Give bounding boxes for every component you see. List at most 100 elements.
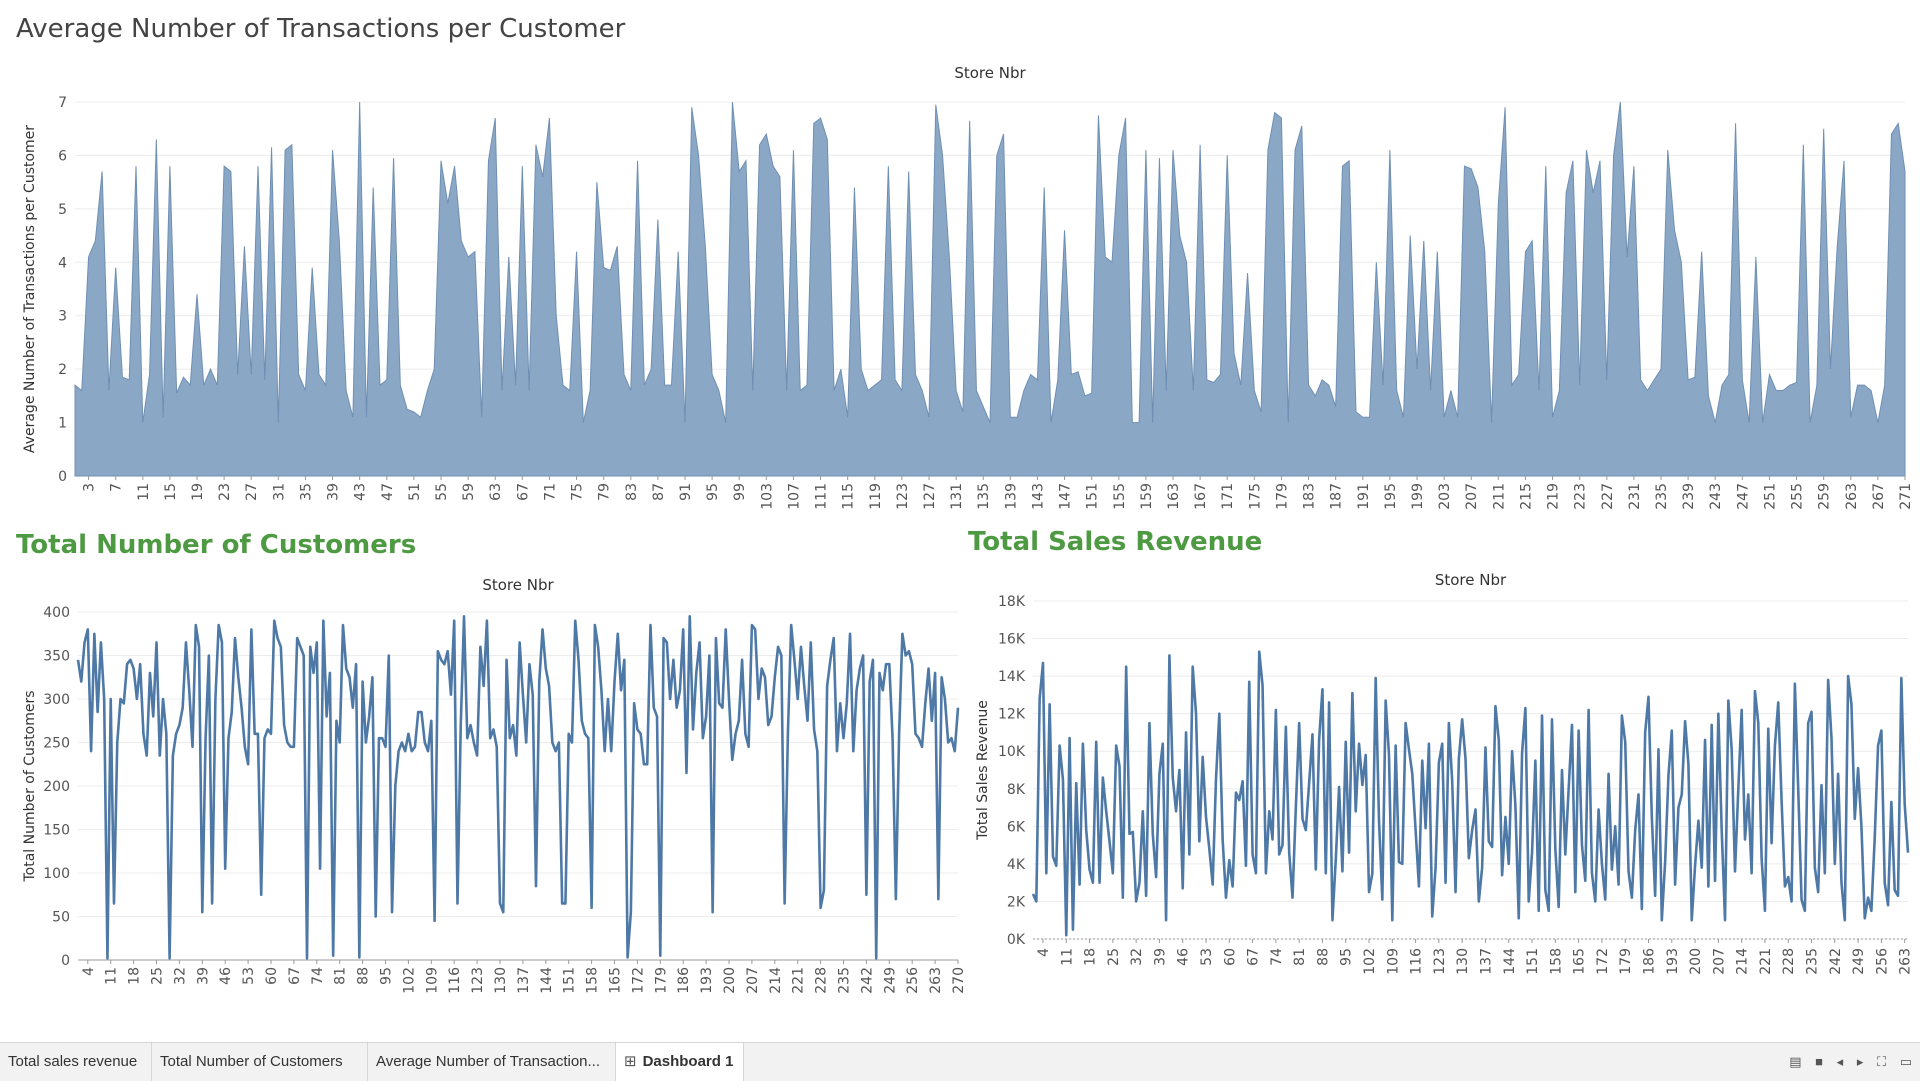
x-tick-label: 139 xyxy=(1003,483,1019,510)
x-tick-label: 130 xyxy=(493,967,509,994)
x-tick-label: 32 xyxy=(1129,948,1145,966)
x-tick-label: 32 xyxy=(172,967,188,985)
x-tick-label: 11 xyxy=(136,483,152,501)
x-tick-label: 27 xyxy=(244,483,260,501)
x-tick-label: 207 xyxy=(745,967,761,994)
x-tick-label: 263 xyxy=(928,967,944,994)
x-tick-label: 53 xyxy=(1199,948,1215,966)
x-tick-label: 151 xyxy=(1525,948,1541,975)
x-tick-label: 74 xyxy=(310,967,326,985)
x-tick-label: 235 xyxy=(1654,483,1670,510)
x-tick-label: 231 xyxy=(1627,483,1643,510)
x-tick-label: 25 xyxy=(1106,948,1122,966)
x-tick-label: 39 xyxy=(195,967,211,985)
x-tick-label: 59 xyxy=(461,483,477,501)
y-axis-label: Total Number of Customers xyxy=(22,690,38,882)
x-tick-label: 203 xyxy=(1437,483,1453,510)
y-tick-label: 3 xyxy=(58,309,67,325)
x-tick-label: 39 xyxy=(326,483,342,501)
x-tick-label: 137 xyxy=(1478,948,1494,975)
y-tick-label: 16K xyxy=(998,632,1026,648)
chart-title-revenue: Total Sales Revenue xyxy=(968,527,1263,557)
tab-total-sales-revenue[interactable]: Total sales revenue xyxy=(0,1043,152,1081)
x-tick-label: 83 xyxy=(624,483,640,501)
sheet-tab-bar: Total sales revenue Total Number of Cust… xyxy=(0,1042,1920,1081)
x-tick-label: 109 xyxy=(424,967,440,994)
x-tick-label: 167 xyxy=(1193,483,1209,510)
y-tick-label: 14K xyxy=(998,669,1026,685)
x-tick-label: 255 xyxy=(1790,483,1806,510)
column-header: Store Nbr xyxy=(1435,571,1507,589)
y-tick-label: 50 xyxy=(52,910,70,926)
tab-label: Total sales revenue xyxy=(8,1053,138,1070)
x-tick-label: 130 xyxy=(1455,948,1471,975)
y-tick-label: 150 xyxy=(43,823,70,839)
tab-dashboard-1[interactable]: ⊞ Dashboard 1 xyxy=(616,1043,744,1081)
x-tick-label: 3 xyxy=(82,483,98,492)
x-tick-label: 67 xyxy=(515,483,531,501)
column-header: Store Nbr xyxy=(482,576,554,594)
x-tick-label: 135 xyxy=(976,483,992,510)
stop-icon[interactable]: ■ xyxy=(1815,1054,1824,1069)
x-tick-label: 60 xyxy=(1222,948,1238,966)
x-tick-label: 109 xyxy=(1385,948,1401,975)
x-tick-label: 99 xyxy=(732,483,748,501)
line-series xyxy=(1031,650,1910,937)
x-tick-label: 165 xyxy=(1572,948,1588,975)
x-tick-label: 7 xyxy=(109,483,125,492)
x-tick-label: 88 xyxy=(356,967,372,985)
x-tick-label: 11 xyxy=(1059,948,1075,966)
present-icon[interactable]: ▭ xyxy=(1899,1054,1912,1069)
x-tick-label: 235 xyxy=(1805,948,1821,975)
x-tick-label: 193 xyxy=(699,967,715,994)
x-tick-label: 39 xyxy=(1152,948,1168,966)
chart-title-customers: Total Number of Customers xyxy=(16,530,417,560)
y-tick-label: 8K xyxy=(1007,782,1026,798)
sheet-icon[interactable]: ▤ xyxy=(1789,1054,1802,1069)
x-tick-label: 19 xyxy=(190,483,206,501)
x-tick-label: 186 xyxy=(676,967,692,994)
y-tick-label: 350 xyxy=(43,649,70,665)
x-tick-label: 4 xyxy=(81,967,97,976)
y-axis-label: Total Sales Revenue xyxy=(975,700,991,841)
x-tick-label: 103 xyxy=(759,483,775,510)
area-series xyxy=(74,101,1906,477)
next-icon[interactable]: ▸ xyxy=(1856,1054,1864,1069)
x-tick-label: 116 xyxy=(447,967,463,994)
x-tick-label: 271 xyxy=(1898,483,1914,510)
y-tick-label: 2 xyxy=(58,362,67,378)
x-tick-label: 67 xyxy=(287,967,303,985)
x-tick-label: 215 xyxy=(1518,483,1534,510)
y-tick-label: 250 xyxy=(43,736,70,752)
x-tick-label: 179 xyxy=(1618,948,1634,975)
x-tick-label: 123 xyxy=(895,483,911,510)
x-tick-label: 15 xyxy=(163,483,179,501)
y-tick-label: 6K xyxy=(1007,819,1026,835)
x-tick-label: 123 xyxy=(1432,948,1448,975)
line-series xyxy=(76,615,960,960)
prev-icon[interactable]: ◂ xyxy=(1836,1054,1844,1069)
x-tick-label: 88 xyxy=(1315,948,1331,966)
x-tick-label: 193 xyxy=(1665,948,1681,975)
x-tick-label: 23 xyxy=(217,483,233,501)
x-tick-label: 171 xyxy=(1220,483,1236,510)
x-tick-label: 51 xyxy=(407,483,423,501)
x-tick-label: 249 xyxy=(882,967,898,994)
tab-total-number-of-customers[interactable]: Total Number of Customers xyxy=(152,1043,368,1081)
x-tick-label: 46 xyxy=(218,967,234,985)
x-tick-label: 267 xyxy=(1871,483,1887,510)
x-tick-label: 223 xyxy=(1573,483,1589,510)
x-tick-label: 158 xyxy=(585,967,601,994)
x-tick-label: 251 xyxy=(1762,483,1778,510)
y-tick-label: 10K xyxy=(998,744,1026,760)
tab-label: Total Number of Customers xyxy=(160,1053,343,1070)
y-tick-label: 12K xyxy=(998,707,1026,723)
fit-icon[interactable]: ⛶ xyxy=(1876,1054,1887,1069)
grid-icon: ⊞ xyxy=(624,1053,637,1070)
tab-average-transactions[interactable]: Average Number of Transaction... xyxy=(368,1043,616,1081)
x-tick-label: 115 xyxy=(841,483,857,510)
y-tick-label: 1 xyxy=(58,416,67,432)
x-tick-label: 235 xyxy=(837,967,853,994)
x-tick-label: 242 xyxy=(859,967,875,994)
